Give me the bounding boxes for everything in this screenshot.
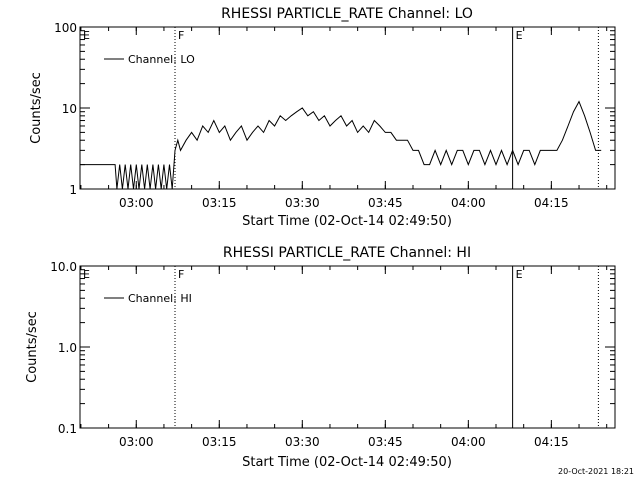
- marker-label: E: [83, 268, 90, 281]
- marker-label: F: [178, 268, 184, 281]
- y-tick-label: 1.0: [58, 341, 77, 355]
- x-tick-label: 03:45: [368, 435, 403, 449]
- x-tick-label: 03:00: [119, 196, 154, 210]
- x-axis-label: Start Time (02-Oct-14 02:49:50): [242, 455, 452, 470]
- marker-label: F: [178, 29, 184, 42]
- legend: Channel: LO: [104, 53, 195, 66]
- legend-label: Channel: LO: [128, 53, 195, 66]
- y-tick-label: 10: [62, 102, 77, 116]
- legend: Channel: HI: [104, 292, 192, 305]
- marker-label: E: [83, 29, 90, 42]
- plot-frame: [79, 265, 616, 429]
- y-axis-label: Counts/sec: [25, 311, 40, 383]
- panel-hi: RHESSI PARTICLE_RATE Channel: HI Counts/…: [25, 245, 616, 470]
- y-tick-label: 100: [54, 21, 77, 35]
- x-tick-label: 04:15: [534, 196, 569, 210]
- x-tick-label: 03:30: [285, 435, 320, 449]
- chart-title: RHESSI PARTICLE_RATE Channel: HI: [223, 245, 471, 261]
- x-tick-label: 04:15: [534, 435, 569, 449]
- y-tick-label: 10.0: [50, 260, 77, 274]
- x-tick-label: 03:15: [202, 196, 237, 210]
- footer-timestamp: 20-Oct-2021 18:21: [558, 467, 634, 476]
- x-tick-label: 04:00: [451, 196, 486, 210]
- y-axis-label: Counts/sec: [29, 72, 44, 144]
- x-tick-label: 03:45: [368, 196, 403, 210]
- marker-label: E: [516, 268, 523, 281]
- y-tick-label: 1: [69, 183, 77, 197]
- series-line-lo: [80, 100, 602, 190]
- x-axis-label: Start Time (02-Oct-14 02:49:50): [242, 214, 452, 229]
- x-tick-label: 03:30: [285, 196, 320, 210]
- x-tick-label: 04:00: [451, 435, 486, 449]
- marker-label: E: [516, 29, 523, 42]
- legend-label: Channel: HI: [128, 292, 192, 305]
- panel-lo: RHESSI PARTICLE_RATE Channel: LO Counts/…: [29, 6, 616, 229]
- x-tick-label: 03:15: [202, 435, 237, 449]
- x-tick-label: 03:00: [119, 435, 154, 449]
- y-tick-label: 0.1: [58, 422, 77, 436]
- chart-title: RHESSI PARTICLE_RATE Channel: LO: [221, 6, 473, 22]
